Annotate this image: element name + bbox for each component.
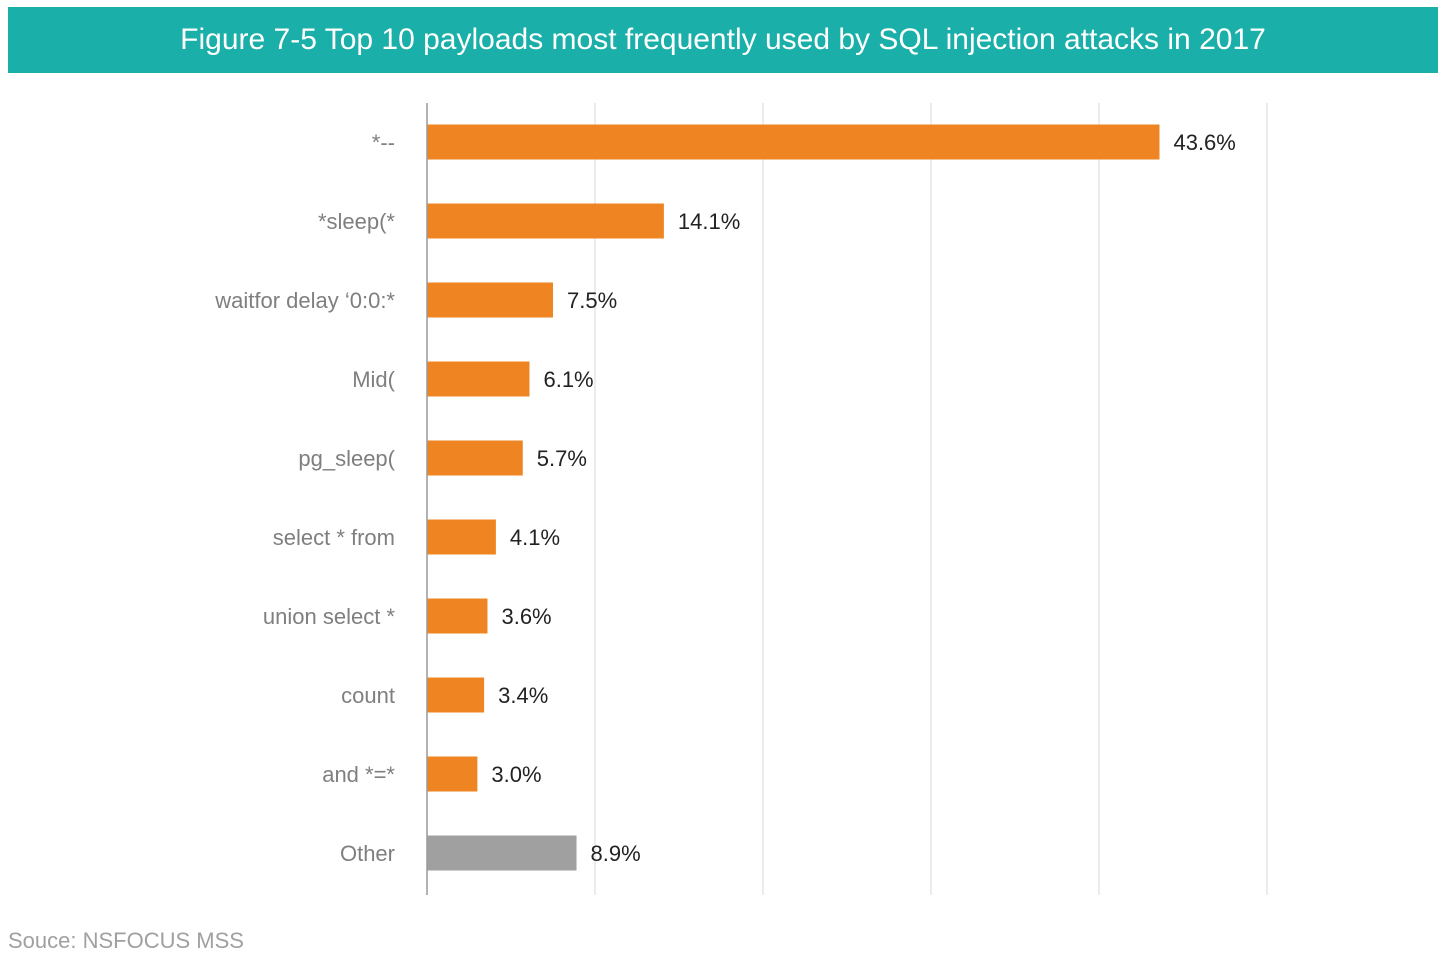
- bar: [427, 519, 496, 555]
- bar: [427, 598, 488, 634]
- category-label: select * from: [273, 525, 395, 550]
- source-note: Souce: NSFOCUS MSS: [8, 928, 244, 953]
- category-label: *--: [372, 130, 395, 155]
- bar: [427, 835, 577, 871]
- data-label: 8.9%: [591, 841, 641, 866]
- category-label: *sleep(*: [318, 209, 395, 234]
- bar: [427, 124, 1160, 160]
- bar: [427, 282, 553, 318]
- bar: [427, 361, 530, 397]
- category-label: count: [341, 683, 395, 708]
- data-label: 5.7%: [537, 446, 587, 471]
- category-label: Mid(: [352, 367, 395, 392]
- data-label: 3.4%: [498, 683, 548, 708]
- data-label: 3.0%: [491, 762, 541, 787]
- bar: [427, 440, 523, 476]
- chart-title: Figure 7-5 Top 10 payloads most frequent…: [8, 7, 1438, 73]
- category-label: pg_sleep(: [298, 446, 395, 471]
- data-label: 14.1%: [678, 209, 740, 234]
- data-label: 43.6%: [1173, 130, 1235, 155]
- category-label: waitfor delay ‘0:0:*: [214, 288, 395, 313]
- category-label: and *=*: [322, 762, 395, 787]
- data-label: 7.5%: [567, 288, 617, 313]
- data-label: 3.6%: [501, 604, 551, 629]
- bar: [427, 677, 485, 713]
- data-label: 6.1%: [543, 367, 593, 392]
- category-label: Other: [340, 841, 395, 866]
- category-label: union select *: [263, 604, 396, 629]
- bar: [427, 203, 664, 239]
- data-label: 4.1%: [510, 525, 560, 550]
- bar: [427, 756, 478, 792]
